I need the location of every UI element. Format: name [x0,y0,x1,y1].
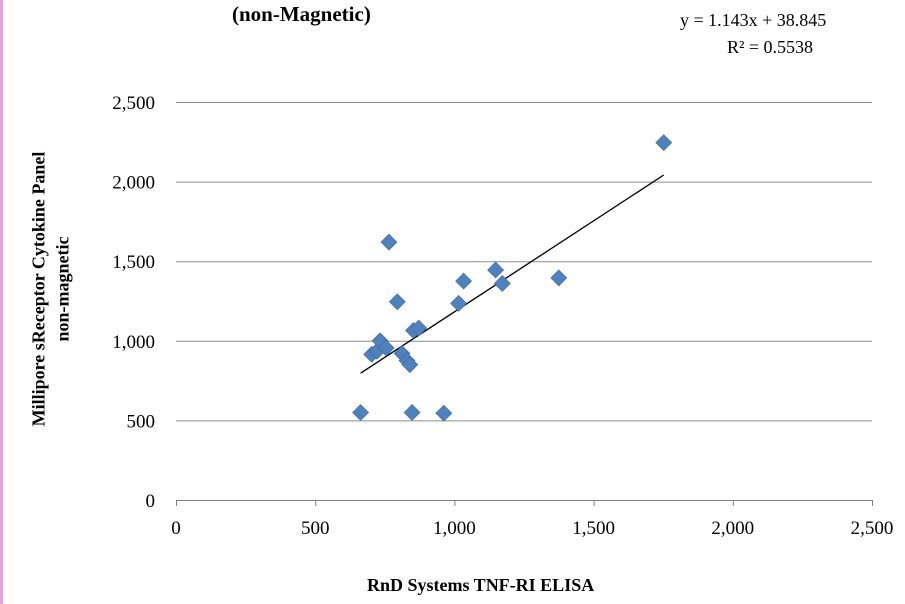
data-point [435,404,453,422]
y-tick-label: 0 [146,491,156,512]
y-tick-label: 2,000 [112,173,155,194]
y-tick-label: 1,000 [112,332,155,353]
data-point [493,275,511,292]
x-tick-label: 2,000 [711,518,754,539]
x-tick-label: 0 [171,518,181,539]
trendline-r-squared: R² = 0.5538 [727,37,814,57]
trendline [360,174,665,374]
data-point [388,293,406,311]
data-point [550,269,568,287]
x-tick-label: 1,000 [433,518,476,539]
data-point [403,404,421,421]
y-tick-labels: 0 500 1,000 1,500 2,000 2,500 [112,93,155,512]
data-point [380,233,398,251]
data-point [377,339,395,357]
y-tick-label: 2,500 [112,93,155,114]
chart-title: (non-Magnetic) [232,2,371,26]
trendline-layer [360,174,665,374]
x-tick-label: 1,500 [572,518,615,539]
data-point [410,319,428,337]
data-point [455,272,473,290]
y-tick-label: 1,500 [112,252,155,273]
data-point [450,294,468,312]
data-point [401,356,419,374]
x-tick-label: 500 [301,518,330,539]
gridlines [176,102,872,422]
trendline-equation: y = 1.143x + 38.845 [680,10,827,30]
x-tick-labels: 0 500 1,000 1,500 2,000 2,500 [171,518,893,539]
data-point [655,134,673,152]
x-axis-label: RnD Systems TNF-RI ELISA [367,575,595,595]
left-edge-accent [0,0,3,604]
data-point [487,261,505,279]
axes [176,500,873,506]
x-tick-label: 2,500 [851,518,894,539]
y-tick-label: 500 [127,411,156,432]
data-points [352,134,673,422]
data-point [352,404,370,421]
